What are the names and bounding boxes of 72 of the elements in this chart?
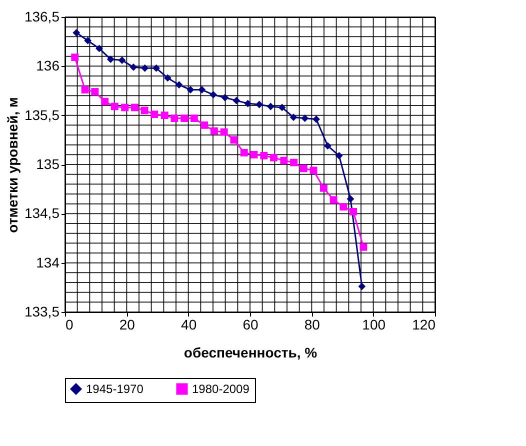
x-tick-label: 60 — [242, 316, 258, 332]
point — [340, 203, 348, 210]
y-tick-label: 136 — [36, 58, 60, 74]
point — [210, 90, 218, 98]
point — [240, 148, 248, 156]
point — [280, 156, 288, 164]
point — [198, 86, 206, 94]
point — [71, 54, 79, 62]
point — [250, 150, 258, 158]
point — [358, 282, 366, 290]
point — [160, 112, 168, 120]
point — [110, 102, 118, 110]
x-tick-label: 0 — [66, 316, 74, 332]
point — [210, 127, 218, 135]
point — [106, 56, 114, 63]
point — [152, 64, 160, 72]
point — [221, 94, 229, 102]
point — [330, 196, 338, 204]
point — [290, 114, 298, 122]
point — [121, 104, 129, 112]
point — [346, 195, 354, 203]
point — [324, 142, 332, 150]
point — [260, 152, 268, 160]
x-tick-label: 100 — [362, 316, 386, 332]
y-tick-label: 133,5 — [24, 304, 60, 320]
point — [266, 102, 274, 110]
point — [350, 208, 357, 216]
point — [72, 29, 80, 36]
point — [232, 96, 240, 104]
legend-label: 1980-2009 — [192, 382, 250, 396]
y-tick-label: 135 — [36, 156, 60, 172]
point — [150, 110, 158, 118]
point — [190, 114, 198, 122]
point — [270, 154, 278, 162]
point — [164, 74, 172, 82]
point — [320, 184, 328, 192]
point — [360, 243, 368, 251]
point — [310, 166, 318, 174]
point — [220, 128, 228, 136]
point — [141, 64, 149, 72]
point — [290, 158, 298, 166]
point — [81, 86, 89, 94]
point — [278, 104, 286, 112]
point — [230, 136, 238, 144]
point — [130, 104, 138, 112]
point — [200, 121, 208, 129]
point — [96, 44, 103, 52]
y-tick-label: 136,5 — [24, 8, 60, 24]
point — [301, 114, 309, 122]
point — [335, 152, 343, 160]
point — [84, 36, 92, 44]
x-tick-label: 80 — [304, 316, 320, 332]
point — [170, 114, 178, 122]
point — [180, 114, 188, 122]
legend-label: 1945-1970 — [86, 382, 144, 396]
point — [312, 116, 320, 123]
point — [118, 56, 126, 64]
point — [300, 164, 308, 172]
y-tick-label: 135,5 — [24, 106, 60, 123]
point — [91, 88, 99, 96]
point — [140, 106, 148, 114]
y-tick-label: 134,5 — [24, 205, 60, 222]
y-tick-label: 134 — [36, 254, 60, 270]
x-tick-label: 20 — [119, 316, 136, 332]
x-axis-title: обеспеченность, % — [184, 344, 318, 360]
x-tick-label: 120 — [412, 316, 436, 332]
point — [101, 98, 108, 106]
y-axis-title: отметки уровней, м — [4, 97, 20, 233]
point — [175, 81, 183, 89]
x-tick-label: 40 — [181, 316, 197, 332]
point — [244, 100, 252, 108]
point — [130, 63, 138, 71]
